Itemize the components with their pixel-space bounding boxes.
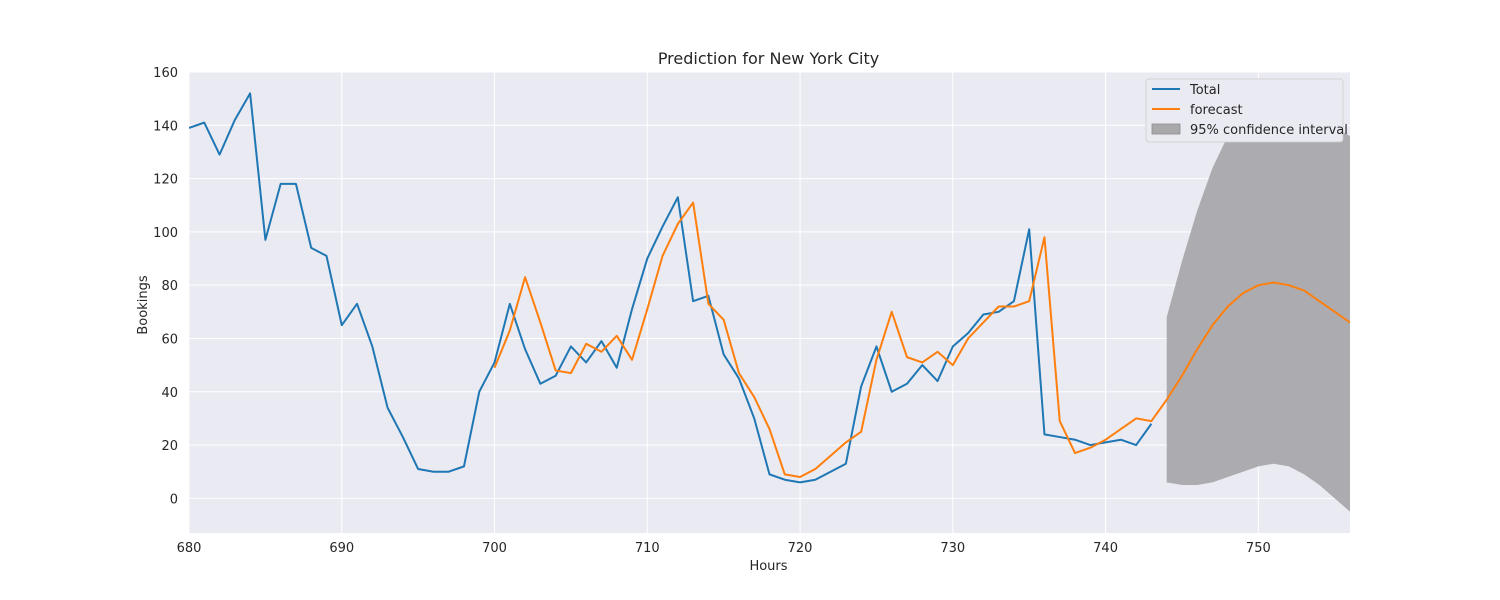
y-tick-label: 20 [161,439,178,454]
x-tick-label: 740 [1093,541,1118,556]
confidence-interval-band [1166,98,1350,512]
y-tick-label: 0 [170,492,178,507]
legend-label-forecast: forecast [1190,103,1243,118]
x-tick-label: 720 [788,541,813,556]
y-tick-label: 100 [153,226,178,241]
y-tick-label: 80 [161,279,178,294]
y-tick-label: 160 [153,66,178,81]
y-tick-label: 60 [161,332,178,347]
x-tick-label: 710 [635,541,660,556]
x-tick-label: 750 [1246,541,1271,556]
plot-area [189,72,1350,533]
series-layer [189,92,1350,484]
x-tick-label: 690 [329,541,354,556]
confidence-interval-layer [1166,98,1350,512]
chart-title: Prediction for New York City [658,49,879,68]
legend-label-total: Total [1189,83,1220,98]
series-line-forecast [493,201,1350,479]
legend-box [1145,78,1344,143]
y-tick-label: 120 [153,173,178,188]
x-axis-label: Hours [749,559,787,574]
y-axis-ticks: 0 20 40 60 80 100 120 140 160 [153,66,178,507]
x-axis-ticks: 680 690 700 710 720 730 740 750 [177,541,1271,556]
legend-label-confidence: 95% confidence interval [1190,123,1348,138]
y-axis-label: Bookings [136,275,151,334]
x-tick-label: 700 [482,541,507,556]
legend-swatch-confidence [1151,123,1181,135]
y-tick-label: 140 [153,119,178,134]
x-tick-label: 730 [940,541,965,556]
legend: Total forecast 95% confidence interval [1145,78,1348,143]
x-tick-label: 680 [177,541,202,556]
y-tick-label: 40 [161,386,178,401]
